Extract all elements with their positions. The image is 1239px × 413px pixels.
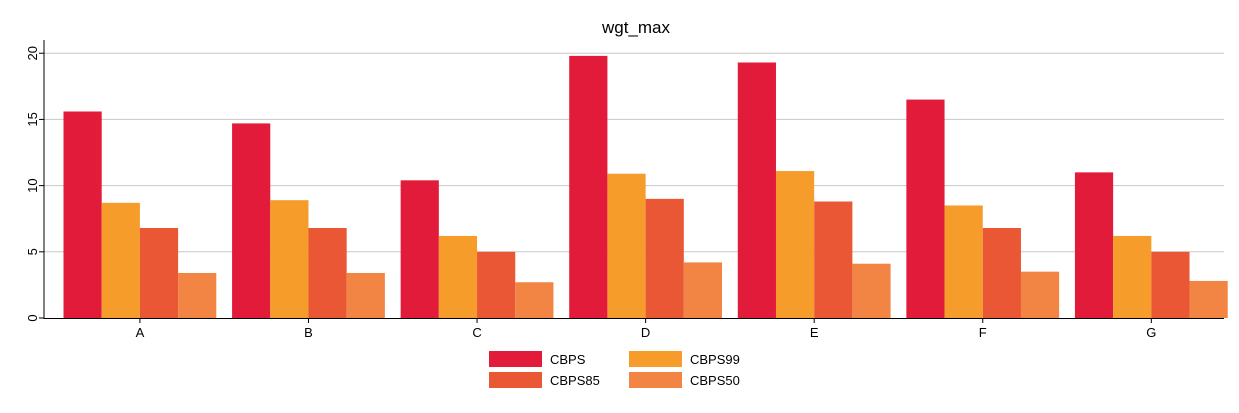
- bar-cbps-b: [232, 123, 271, 319]
- bar-cbps-a: [63, 111, 102, 318]
- bar-cbps85-e: [814, 201, 853, 318]
- bar-cbps85-c: [477, 251, 516, 318]
- bar-cbps50-f: [1020, 271, 1060, 318]
- x-tick-label: F: [979, 325, 987, 340]
- bar-cbps85-a: [139, 227, 179, 318]
- bar-cbps85-b: [308, 227, 347, 318]
- bar-cbps99-c: [438, 235, 478, 318]
- legend-swatch-cbps85: [489, 372, 542, 388]
- bar-cbps50-c: [515, 282, 554, 318]
- bar-cbps50-b: [346, 272, 385, 318]
- bar-cbps85-f: [982, 227, 1021, 318]
- bar-cbps-f: [906, 99, 945, 318]
- bar-cbps85-d: [645, 198, 684, 318]
- bar-cbps99-b: [270, 200, 309, 318]
- y-tick-label: 0: [25, 314, 40, 321]
- y-tick-label: 20: [25, 46, 40, 60]
- y-tick-labels: 0 5 10 15 20: [25, 46, 44, 322]
- y-tick-label: 10: [25, 178, 40, 192]
- bar-cbps-g: [1074, 172, 1114, 318]
- legend-label-cbps: CBPS: [550, 352, 586, 367]
- legend-swatch-cbps: [489, 351, 542, 367]
- x-tick-labels: A B C D E F G: [136, 318, 1156, 340]
- bar-cbps99-g: [1113, 235, 1152, 318]
- bar-cbps-e: [737, 62, 776, 318]
- x-tick-label: D: [641, 325, 650, 340]
- x-tick-label: G: [1146, 325, 1156, 340]
- legend: CBPS CBPS99 CBPS85 CBPS50: [489, 351, 740, 388]
- bars: [63, 55, 1228, 319]
- x-tick-label: C: [472, 325, 481, 340]
- bar-cbps99-f: [944, 205, 983, 318]
- x-tick-label: B: [304, 325, 313, 340]
- bar-cbps50-d: [683, 262, 723, 318]
- y-tick-label: 15: [25, 112, 40, 126]
- bar-cbps50-g: [1189, 280, 1228, 318]
- legend-label-cbps85: CBPS85: [550, 373, 600, 388]
- bar-cbps99-e: [775, 171, 815, 318]
- bar-cbps50-e: [852, 263, 891, 318]
- legend-swatch-cbps99: [629, 351, 682, 367]
- legend-swatch-cbps50: [629, 372, 682, 388]
- legend-label-cbps99: CBPS99: [690, 352, 740, 367]
- bar-cbps-c: [400, 180, 439, 318]
- bar-cbps85-g: [1151, 251, 1190, 318]
- chart-title: wgt_max: [601, 18, 671, 37]
- bar-cbps99-a: [101, 202, 140, 318]
- x-tick-label: E: [810, 325, 819, 340]
- bar-cbps99-d: [607, 173, 646, 318]
- bar-cbps-d: [569, 55, 608, 319]
- x-tick-label: A: [136, 325, 145, 340]
- y-tick-label: 5: [25, 248, 40, 255]
- legend-label-cbps50: CBPS50: [690, 373, 740, 388]
- bar-cbps50-a: [178, 272, 217, 318]
